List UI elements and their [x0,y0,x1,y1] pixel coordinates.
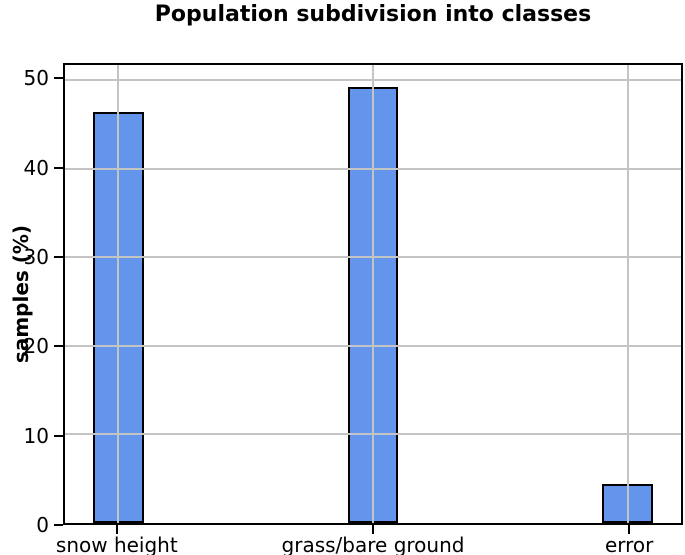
x-tick-label: grass/bare ground [281,533,465,555]
y-tick-mark [54,255,63,258]
x-tick-mark [372,525,374,534]
x-tick-label: snow height [55,533,178,555]
chart-title: Population subdivision into classes [154,2,592,27]
x-axis: snow height grass/bare ground error [56,525,683,555]
y-tick-label: 30 [23,244,49,269]
y-tick-label: 0 [36,513,49,537]
x-tick-mark [115,525,118,534]
y-tick-mark [54,434,63,437]
y-tick-mark [54,345,63,348]
vertical-gridline [117,65,120,523]
y-tick-label: 50 [23,66,49,91]
y-tick-mark [54,524,63,526]
y-tick-mark [54,77,63,80]
y-axis: 0 10 20 30 40 50 [0,63,63,535]
y-tick-label: 20 [23,334,49,359]
x-tick-label: error [604,533,654,555]
plot-area [63,63,683,525]
y-tick-label: 10 [23,423,49,448]
vertical-gridline [372,65,374,523]
x-tick-mark [628,525,631,534]
vertical-gridline [626,65,629,523]
y-tick-mark [54,166,63,169]
y-tick-label: 40 [23,155,49,180]
